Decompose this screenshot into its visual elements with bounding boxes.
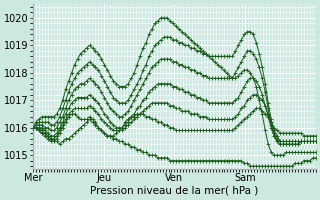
X-axis label: Pression niveau de la mer( hPa ): Pression niveau de la mer( hPa ) <box>90 186 259 196</box>
